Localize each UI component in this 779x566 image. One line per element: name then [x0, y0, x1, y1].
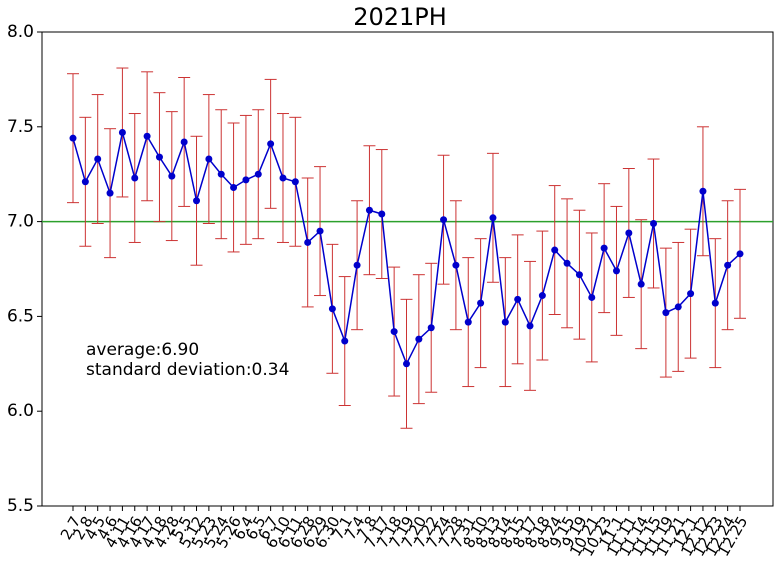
point	[551, 246, 559, 254]
point	[316, 227, 324, 235]
y-tick-label: 7.5	[7, 117, 34, 137]
point	[452, 261, 460, 269]
point	[477, 299, 485, 307]
point	[267, 140, 275, 148]
y-tick-label: 6.0	[7, 401, 34, 421]
point	[575, 271, 583, 279]
point	[724, 261, 732, 269]
point	[328, 305, 336, 313]
point	[341, 337, 349, 345]
point	[217, 170, 225, 178]
point	[687, 290, 695, 298]
plot-frame	[41, 31, 774, 507]
point	[501, 318, 509, 326]
point	[353, 261, 361, 269]
point	[427, 324, 435, 332]
point	[106, 189, 114, 197]
point	[81, 178, 89, 186]
point	[440, 216, 448, 224]
point	[168, 172, 176, 180]
annotation: average:6.90	[86, 340, 199, 360]
point	[415, 335, 423, 343]
chart-title: 2021PH	[353, 3, 447, 31]
point	[365, 206, 373, 214]
point	[526, 322, 534, 330]
point	[230, 183, 238, 191]
y-tick-label: 6.5	[7, 306, 34, 326]
point	[637, 280, 645, 288]
point	[650, 219, 658, 227]
point	[242, 176, 250, 184]
point	[403, 360, 410, 368]
point	[143, 132, 151, 140]
point	[674, 303, 682, 311]
point	[94, 155, 102, 163]
point	[279, 174, 287, 182]
point	[155, 153, 163, 161]
point	[254, 170, 262, 178]
annotation: standard deviation:0.34	[86, 360, 289, 380]
point	[378, 210, 386, 218]
y-tick-label: 7.0	[7, 212, 34, 232]
point	[538, 292, 546, 300]
point	[612, 267, 620, 275]
point	[180, 138, 188, 146]
point	[304, 238, 312, 246]
point	[662, 309, 670, 317]
point	[588, 293, 596, 301]
point	[514, 295, 522, 303]
point	[736, 250, 744, 258]
point	[464, 318, 472, 326]
point	[118, 128, 126, 136]
point	[489, 214, 497, 222]
point	[193, 197, 201, 205]
point	[69, 134, 77, 142]
point	[291, 178, 299, 186]
point	[699, 187, 707, 195]
point	[600, 244, 608, 252]
point	[205, 155, 213, 163]
point	[563, 259, 571, 267]
point	[711, 299, 719, 307]
y-tick-label: 5.5	[7, 496, 34, 516]
point	[625, 229, 633, 237]
point	[131, 174, 139, 182]
point	[390, 328, 398, 336]
y-tick-label: 8.0	[7, 22, 34, 42]
